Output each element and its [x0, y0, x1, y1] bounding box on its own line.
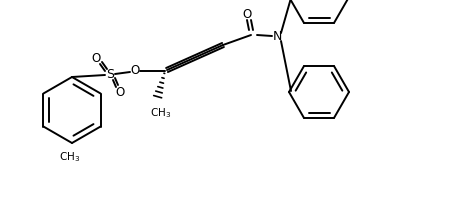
Text: CH$_3$: CH$_3$ — [150, 106, 172, 120]
Text: O: O — [92, 52, 101, 66]
Text: N: N — [273, 31, 282, 43]
Text: O: O — [242, 9, 251, 21]
Text: O: O — [131, 64, 140, 78]
Text: CH$_3$: CH$_3$ — [60, 150, 81, 164]
Text: S: S — [106, 68, 114, 82]
Text: O: O — [115, 85, 125, 99]
